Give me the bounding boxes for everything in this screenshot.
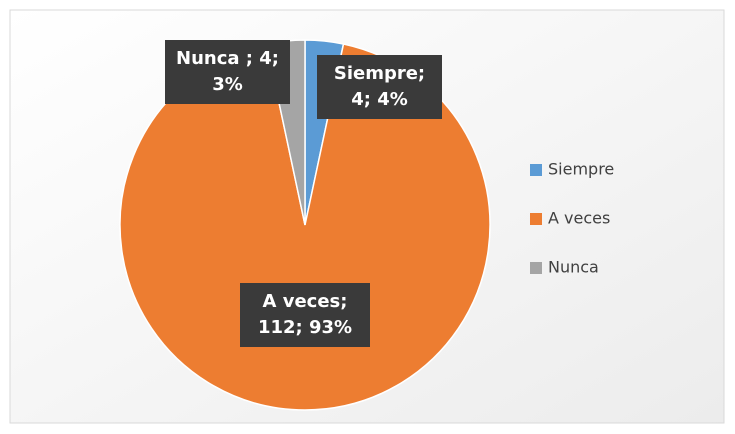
pie-slice (119, 43, 491, 411)
legend-swatch (530, 262, 542, 274)
legend-swatch (530, 164, 542, 176)
data-label: A veces; 112; 93% (240, 283, 370, 347)
data-label: Nunca ; 4; 3% (165, 40, 290, 104)
data-label: Siempre; 4; 4% (317, 55, 442, 119)
legend-label: A veces (548, 209, 610, 228)
legend-label: Siempre (548, 160, 614, 179)
legend-swatch (530, 213, 542, 225)
legend-label: Nunca (548, 258, 599, 277)
